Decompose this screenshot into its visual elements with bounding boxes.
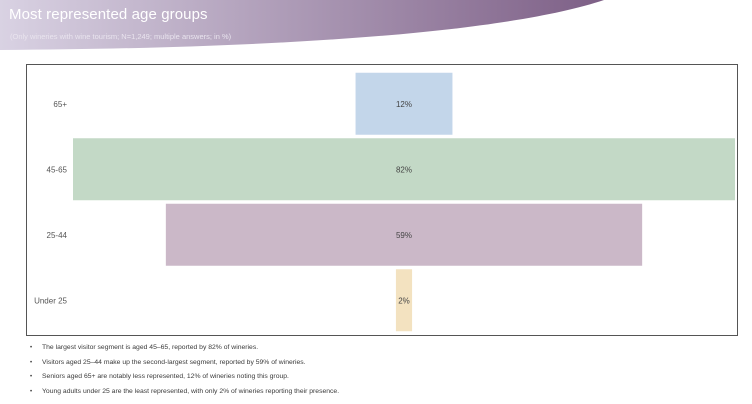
header-banner <box>0 0 604 50</box>
bar-65 <box>355 72 453 135</box>
note-text: Seniors aged 65+ are notably less repres… <box>42 373 289 380</box>
bullet-icon: • <box>30 388 33 395</box>
bullet-icon: • <box>30 359 33 366</box>
bullet-icon: • <box>30 345 33 351</box>
data-label-25-44: 59% <box>396 231 412 240</box>
bar-25-44 <box>165 203 643 266</box>
note-item: • Visitors aged 25–44 make up the second-… <box>30 356 339 371</box>
page-title: Most represented age groups <box>9 6 208 23</box>
category-label-under-25: Under 25 <box>34 296 67 305</box>
data-label-45-65: 82% <box>396 165 412 174</box>
age-group-chart: 12% 65+ 82% 45-65 59% 25-44 2% Under 25 <box>34 72 735 332</box>
bar-under-25 <box>395 269 413 332</box>
category-label-65: 65+ <box>53 100 67 109</box>
note-item: • Seniors aged 65+ are notably less repre… <box>30 370 339 385</box>
data-label-65: 12% <box>396 100 412 109</box>
notes-list: • The largest visitor segment is aged 45–… <box>30 341 339 399</box>
note-item: • The largest visitor segment is aged 45–… <box>30 341 339 356</box>
bar-45-65 <box>73 138 735 201</box>
note-text: The largest visitor segment is aged 45–6… <box>42 344 259 351</box>
chart-frame: 12% 65+ 82% 45-65 59% 25-44 2% Under 25 <box>26 64 738 336</box>
note-text: Young adults under 25 are the least repr… <box>42 387 340 395</box>
category-label-25-44: 25-44 <box>47 231 68 240</box>
note-item: • Young adults under 25 are the least rep… <box>30 385 339 400</box>
category-label-45-65: 45-65 <box>47 165 68 174</box>
page-subtitle: (Only wineries with wine tourism; N=1,24… <box>10 32 232 41</box>
note-text: Visitors aged 25–44 make up the second-l… <box>42 358 306 366</box>
data-label-under-25: 2% <box>398 296 410 305</box>
bullet-icon: • <box>30 374 33 380</box>
